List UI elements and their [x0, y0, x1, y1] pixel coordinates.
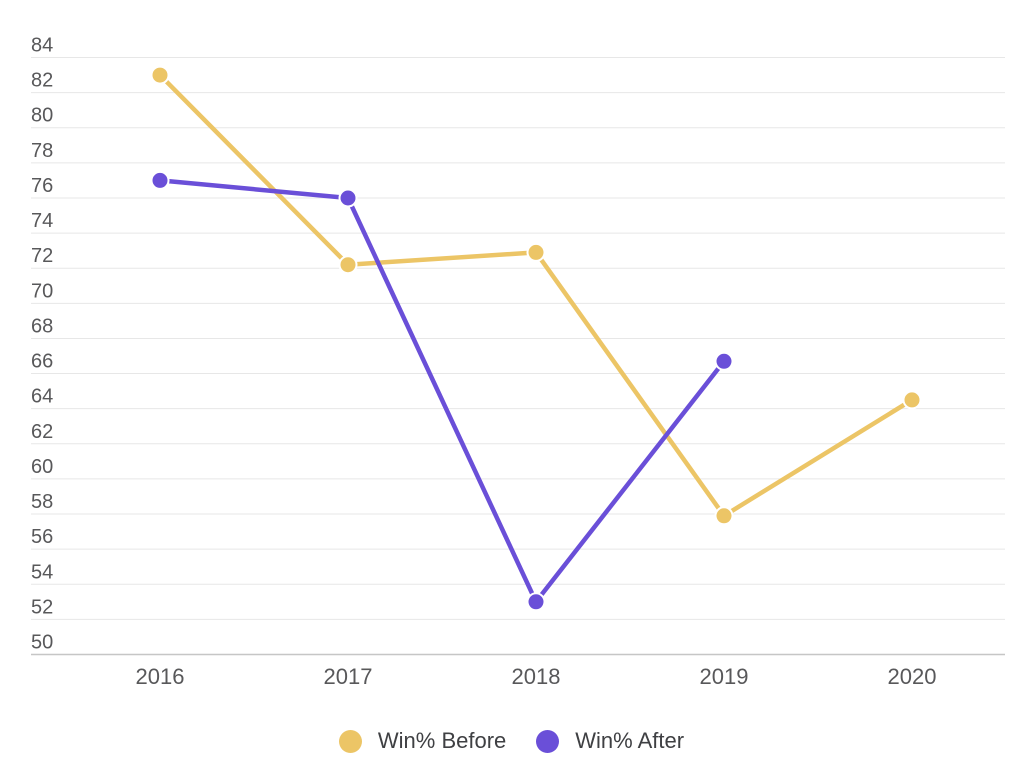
data-point-win-before — [150, 65, 170, 85]
y-axis-tick-label: 82 — [31, 70, 53, 92]
y-axis-tick-label: 66 — [31, 351, 53, 373]
series-line-win-before — [157, 72, 915, 519]
data-point-win-before — [526, 242, 546, 262]
data-point-win-after — [338, 188, 358, 208]
data-point-win-before — [338, 255, 358, 275]
y-axis-tick-label: 58 — [31, 491, 53, 513]
y-axis-tick-label: 74 — [31, 210, 53, 232]
x-axis-tick-label: 2016 — [136, 664, 185, 689]
y-axis-tick-label: 70 — [31, 280, 53, 302]
series-line-win-after — [157, 178, 727, 605]
legend-label-win-before: Win% Before — [377, 728, 507, 753]
y-axis-tick-label: 54 — [31, 561, 53, 583]
y-axis-tick-label: 50 — [31, 632, 53, 654]
y-axis-tick-label: 72 — [31, 245, 53, 267]
data-point-win-before — [714, 506, 734, 526]
data-point-win-after — [150, 170, 170, 190]
y-axis-tick-label: 64 — [31, 386, 53, 408]
legend-marker-win-after-icon — [536, 729, 560, 753]
legend-item-win-after[interactable]: Win% After — [536, 728, 684, 754]
chart-legend: Win% Before Win% After — [0, 728, 1023, 754]
data-point-win-after — [714, 351, 734, 371]
y-axis-tick-label: 52 — [31, 596, 53, 618]
x-axis-tick-label: 2019 — [700, 664, 749, 689]
y-axis-tick-label: 78 — [31, 140, 53, 162]
y-axis-tick-label: 68 — [31, 315, 53, 337]
x-axis-tick-label: 2018 — [512, 664, 561, 689]
y-axis-tick-label: 80 — [31, 105, 53, 127]
y-axis-tick-label: 60 — [31, 456, 53, 478]
legend-item-win-before[interactable]: Win% Before — [338, 728, 507, 754]
y-axis-tick-label: 56 — [31, 526, 53, 548]
x-axis-tick-label: 2017 — [324, 664, 373, 689]
legend-marker-win-before-icon — [338, 729, 362, 753]
x-axis-tick-label: 2020 — [888, 664, 937, 689]
legend-label-win-after: Win% After — [575, 728, 685, 753]
data-point-win-after — [526, 592, 546, 612]
y-axis-tick-label: 84 — [31, 35, 53, 57]
data-point-win-before — [902, 390, 922, 410]
y-axis-tick-label: 76 — [31, 175, 53, 197]
y-axis-tick-label: 62 — [31, 421, 53, 443]
